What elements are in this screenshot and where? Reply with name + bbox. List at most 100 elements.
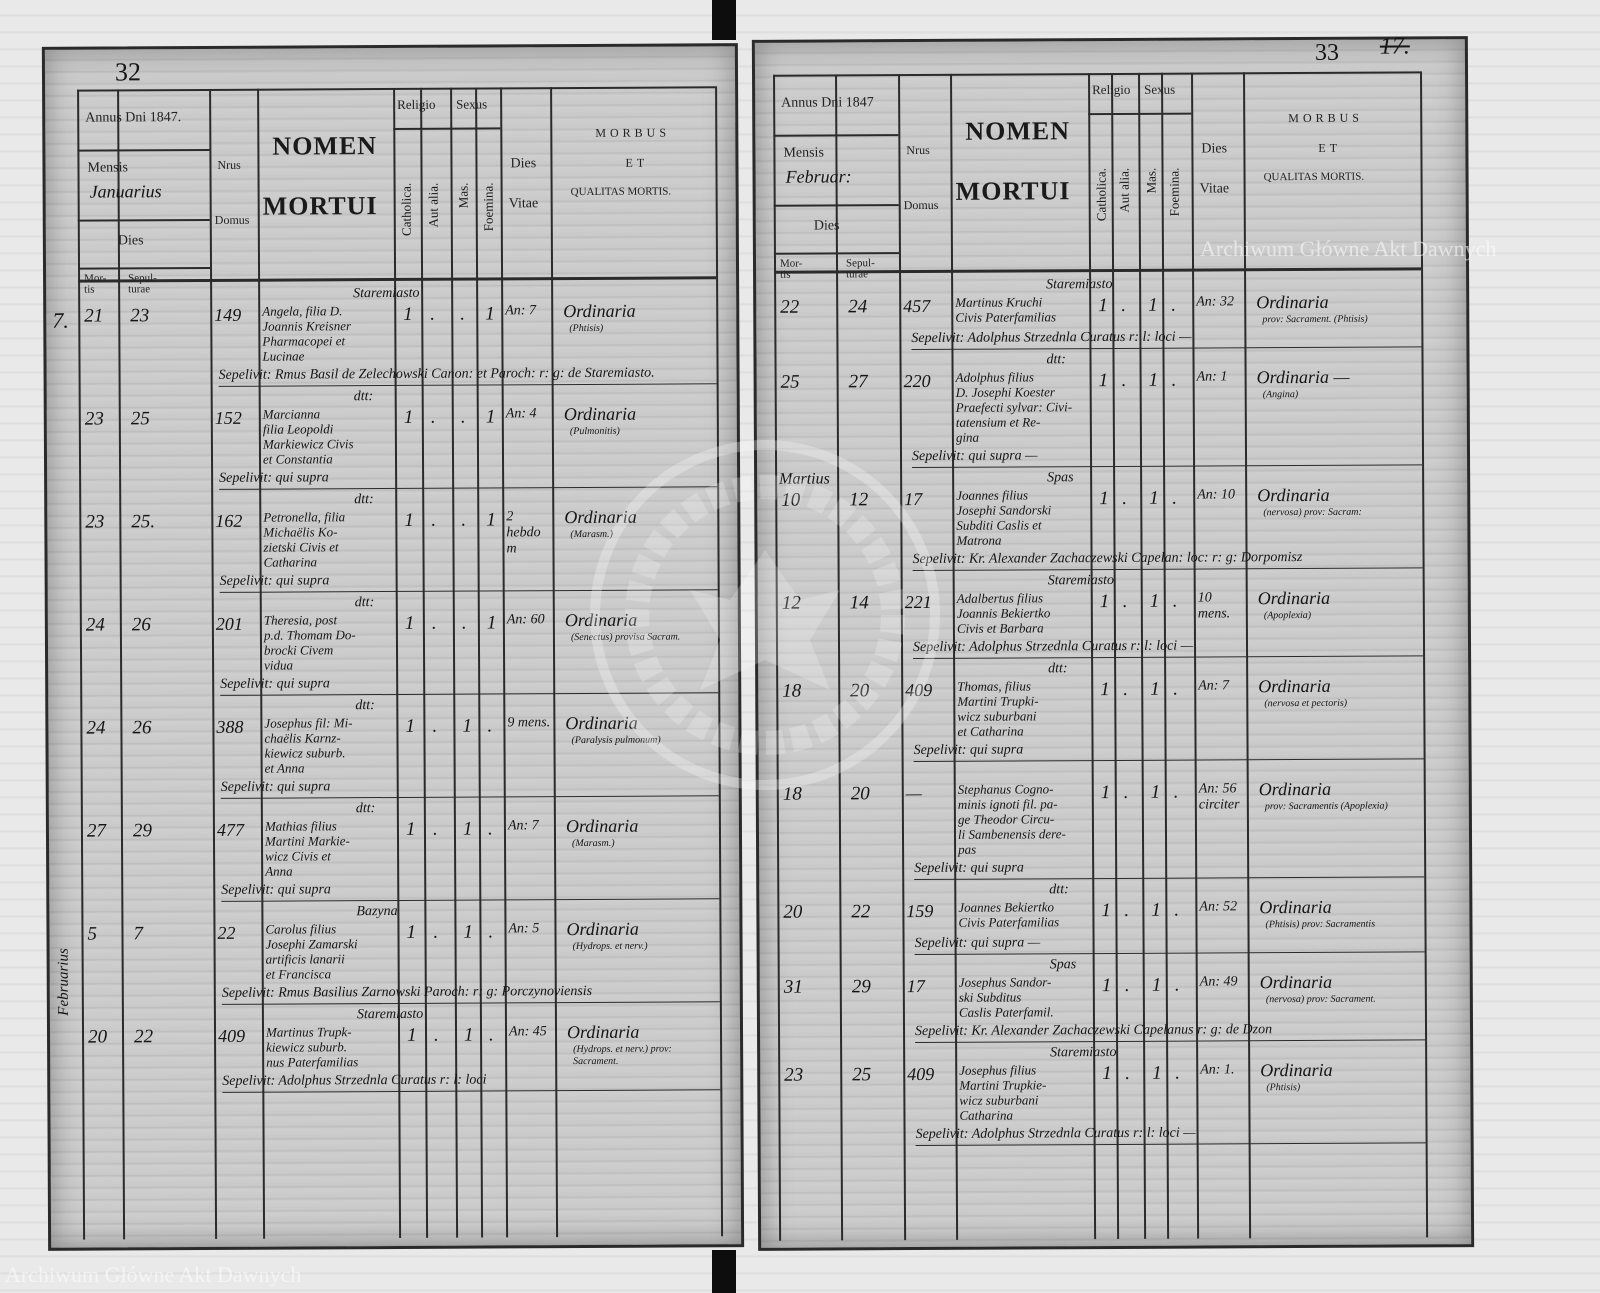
- column-rule: [117, 89, 126, 1240]
- column-mark-alia: .: [1123, 781, 1129, 803]
- page-number-old: 17.: [1379, 33, 1410, 60]
- column-mark-alia: .: [1121, 294, 1127, 316]
- domus-label: Domus: [903, 197, 939, 213]
- column-mark-cath: 1: [1099, 488, 1109, 510]
- column-mark-foem: .: [487, 818, 493, 840]
- deceased-name-line: Angela, filia D.: [262, 303, 343, 319]
- cause-note: (nervosa) prov: Sacram:: [1263, 506, 1362, 519]
- deceased-name-line: nus Paterfamilias: [266, 1054, 359, 1070]
- entry-place: dtt:: [354, 595, 375, 611]
- column-mark-mas: 1: [463, 1024, 474, 1046]
- column-mark-mas: 1: [1152, 1062, 1162, 1084]
- cause-note: (Phtisis) prov: Sacramentis: [1265, 918, 1376, 931]
- column-mark-foem: .: [1173, 781, 1179, 803]
- column-mark-mas: 1: [462, 818, 473, 840]
- entry-place: dtt:: [1046, 352, 1067, 368]
- deceased-name-line: Civis Paterfamilias: [955, 309, 1057, 325]
- burial-officiant: Sepelivit: Rmus Basil de Zelechowski Can…: [218, 365, 655, 383]
- deceased-name-line: et Anna: [264, 760, 305, 776]
- column-mark-alia: .: [433, 1024, 439, 1046]
- deceased-name-line: Joannes filius: [956, 487, 1029, 503]
- column-mark-foem: .: [1172, 487, 1178, 509]
- burial-day: 29: [132, 820, 153, 842]
- header-foemina: Foemina.: [1166, 167, 1182, 217]
- header-foemina: Foemina.: [480, 182, 496, 232]
- house-number: 409: [907, 1063, 935, 1085]
- sepulturae-label: Sepul-turae: [128, 272, 157, 296]
- burial-officiant: Sepelivit: qui supra —: [914, 935, 1041, 952]
- column-mark-foem: .: [488, 1024, 494, 1046]
- deceased-name-line: filia Leopoldi: [262, 421, 334, 437]
- mortis-label: Mor-tis: [84, 272, 107, 296]
- cause-of-death: Ordinaria: [565, 815, 639, 837]
- entry-separator: [221, 898, 720, 902]
- morbus-label: MORBUS: [1288, 110, 1363, 126]
- column-mark-mas: .: [461, 612, 467, 634]
- deceased-name-line: wicz suburbani: [957, 708, 1037, 724]
- entry-place: Staremiasto: [1050, 1044, 1117, 1061]
- column-mark-cath: 1: [1102, 1063, 1112, 1085]
- column-mark-cath: 1: [406, 921, 417, 943]
- burial-day: 7: [133, 923, 144, 945]
- death-day: 31: [783, 976, 803, 998]
- mortui-label: MORTUI: [955, 176, 1071, 206]
- death-day: 22: [780, 296, 800, 318]
- entry-separator: [911, 346, 1422, 351]
- entry-place: Bazyna: [356, 903, 398, 920]
- entry-place: Staremiasto: [1046, 276, 1113, 293]
- entry-place: dtt:: [355, 801, 376, 817]
- column-mark-alia: .: [1124, 899, 1130, 921]
- column-mark-foem: .: [1174, 974, 1180, 996]
- burial-day: 27: [848, 371, 868, 393]
- deceased-name-line: Martini Markie-: [264, 833, 350, 849]
- house-number: 388: [216, 716, 244, 737]
- cause-of-death: Ordinaria: [563, 300, 636, 322]
- dies-vitae-label: Dies: [1201, 141, 1228, 157]
- column-mark-mas: 1: [1150, 678, 1160, 700]
- column-rule: [475, 87, 484, 1238]
- column-mark-foem: 1: [486, 612, 497, 634]
- cause-note: (Angina): [1262, 389, 1299, 401]
- entry-place: dtt:: [1048, 661, 1068, 677]
- cause-note: (Pulmonitis): [569, 425, 620, 438]
- death-day: 25: [780, 371, 800, 393]
- mensis-value: Februar:: [785, 166, 852, 187]
- death-day: 24: [85, 614, 105, 636]
- burial-officiant: Sepelivit: qui supra: [913, 742, 1024, 759]
- age-value: 9 mens.: [507, 715, 551, 731]
- rule: [77, 148, 210, 152]
- column-mark-mas: .: [461, 509, 467, 531]
- age-value: 10 mens.: [1197, 590, 1231, 622]
- house-number: 162: [215, 510, 243, 531]
- age-value: An: 7: [1198, 678, 1229, 694]
- column-mark-alia: .: [431, 509, 437, 531]
- entry-separator: [222, 1089, 721, 1093]
- burial-officiant: Sepelivit: Adolphus Strzednla Curatus r:…: [915, 1125, 1196, 1143]
- burial-day: 24: [848, 296, 868, 318]
- cause-of-death: Ordinaria: [1258, 675, 1331, 697]
- burial-day: 29: [851, 976, 871, 998]
- qualitas-mortis-label: QUALITAS MORTIS.: [1263, 170, 1365, 184]
- cause-note: (Marasm.): [572, 837, 615, 850]
- entry-separator: [914, 951, 1425, 956]
- death-day: 20: [87, 1026, 108, 1048]
- deceased-name-line: Joannis Kreisner: [262, 318, 352, 334]
- deceased-name-line: Matrona: [956, 532, 1002, 548]
- cause-note: (Hydrops. et nerv.) prov: Sacrament.: [573, 1043, 672, 1067]
- age-value: An: 52: [1199, 899, 1238, 915]
- mortis-label: Mor-tis: [779, 257, 803, 281]
- column-rule: [550, 87, 559, 1238]
- deceased-name-line: Joannis Bekiertko: [956, 605, 1051, 621]
- age-value: An: 4: [505, 406, 537, 422]
- column-mark-alia: .: [1121, 369, 1127, 391]
- header-aut-alia: Aut alia.: [1116, 167, 1132, 213]
- house-number: 149: [214, 304, 242, 325]
- deceased-name-line: Subditi Caslis et: [956, 517, 1042, 533]
- page-number: 32: [114, 57, 142, 87]
- deceased-name-line: Martini Trupkie-: [959, 1077, 1047, 1093]
- header-catholica: Catholica.: [398, 182, 414, 237]
- deceased-name-line: kiewicz suburb.: [266, 1039, 348, 1055]
- column-mark-cath: 1: [405, 715, 415, 737]
- column-mark-mas: 1: [1151, 899, 1161, 921]
- deceased-name-line: Carolus filius: [265, 921, 337, 937]
